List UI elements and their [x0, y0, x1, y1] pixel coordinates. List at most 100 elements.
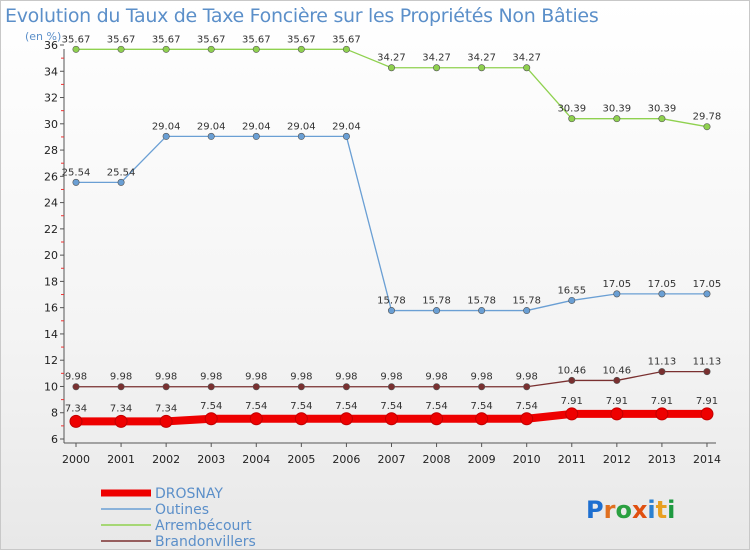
- data-label: 34.27: [512, 53, 541, 64]
- data-point: [204, 412, 218, 426]
- data-label: 35.67: [107, 34, 136, 45]
- data-point: [523, 64, 531, 72]
- legend-label-brandonvillers: Brandonvillers: [155, 534, 256, 549]
- data-point: [387, 307, 395, 315]
- data-point: [658, 368, 666, 376]
- data-label: 35.67: [242, 34, 271, 45]
- data-point: [433, 307, 441, 315]
- y-tick-label: 18: [44, 275, 58, 288]
- data-label: 9.98: [110, 372, 132, 383]
- x-tick-label: 2014: [693, 453, 721, 466]
- data-point: [387, 64, 395, 72]
- y-tick-label: 6: [51, 433, 58, 446]
- data-label: 35.67: [197, 34, 226, 45]
- data-point: [117, 383, 125, 391]
- y-tick-label: 28: [44, 144, 58, 157]
- data-label: 9.98: [380, 372, 402, 383]
- data-point: [249, 412, 263, 426]
- data-point: [568, 296, 576, 304]
- data-label: 7.91: [696, 396, 718, 407]
- data-point: [72, 45, 80, 53]
- legend-label-drosnay: DROSNAY: [155, 486, 223, 502]
- data-label: 15.78: [512, 296, 541, 307]
- data-label: 16.55: [557, 285, 586, 296]
- data-label: 9.98: [155, 372, 177, 383]
- data-point: [568, 376, 576, 384]
- data-point: [252, 45, 260, 53]
- data-label: 7.34: [65, 403, 87, 414]
- data-label: 35.67: [152, 34, 181, 45]
- data-point: [159, 414, 173, 428]
- data-point: [478, 307, 486, 315]
- data-point: [117, 45, 125, 53]
- y-tick-label: 36: [44, 39, 58, 52]
- data-label: 9.98: [516, 372, 538, 383]
- unit-label: (en %): [25, 30, 62, 43]
- data-label: 7.54: [380, 401, 402, 412]
- data-label: 35.67: [62, 34, 91, 45]
- data-point: [475, 412, 489, 426]
- data-point: [433, 64, 441, 72]
- x-tick-label: 2013: [648, 453, 676, 466]
- data-point: [162, 132, 170, 140]
- data-label: 34.27: [467, 53, 496, 64]
- data-label: 30.39: [557, 104, 586, 115]
- x-tick-label: 2001: [107, 453, 135, 466]
- data-label: 7.54: [200, 401, 222, 412]
- data-point: [342, 45, 350, 53]
- data-label: 29.04: [287, 121, 316, 132]
- data-point: [658, 290, 666, 298]
- data-label: 7.54: [516, 401, 538, 412]
- series-drosnay: 7.34 7.34 7.34 7.54 7.54 7.54 7.54 7.54 7.54 7.54…: [65, 396, 718, 428]
- y-tick-label: 8: [51, 407, 58, 420]
- data-label: 7.91: [561, 396, 583, 407]
- data-label: 17.05: [648, 279, 677, 290]
- data-label: 15.78: [467, 296, 496, 307]
- y-tick-label: 30: [44, 118, 58, 131]
- data-point: [342, 132, 350, 140]
- data-point: [655, 407, 669, 421]
- data-label: 7.54: [245, 401, 267, 412]
- data-label: 9.98: [335, 372, 357, 383]
- data-point: [658, 115, 666, 123]
- data-point: [703, 368, 711, 376]
- y-tick-label: 12: [44, 354, 58, 367]
- data-point: [252, 132, 260, 140]
- data-point: [72, 383, 80, 391]
- x-tick-label: 2003: [197, 453, 225, 466]
- data-point: [117, 178, 125, 186]
- data-label: 9.98: [245, 372, 267, 383]
- data-label: 15.78: [377, 296, 406, 307]
- y-tick-label: 14: [44, 328, 58, 341]
- y-tick-label: 16: [44, 302, 58, 315]
- data-point: [568, 115, 576, 123]
- data-point: [252, 383, 260, 391]
- data-point: [430, 412, 444, 426]
- data-point: [339, 412, 353, 426]
- data-label: 17.05: [693, 279, 722, 290]
- data-point: [342, 383, 350, 391]
- data-label: 7.34: [155, 403, 177, 414]
- data-point: [523, 383, 531, 391]
- y-tick-label: 10: [44, 380, 58, 393]
- data-label: 15.78: [422, 296, 451, 307]
- proxiti-logo: Proxiti: [586, 496, 675, 524]
- data-point: [294, 412, 308, 426]
- data-label: 9.98: [290, 372, 312, 383]
- data-label: 30.39: [648, 104, 677, 115]
- series-layer: 35.67 35.67 35.67 35.67 35.67 35.67 35.67 34.27…: [62, 34, 722, 428]
- data-point: [297, 45, 305, 53]
- data-label: 35.67: [287, 34, 316, 45]
- data-point: [478, 64, 486, 72]
- data-point: [700, 407, 714, 421]
- data-point: [384, 412, 398, 426]
- y-tick-label: 24: [44, 197, 58, 210]
- data-point: [69, 414, 83, 428]
- series-outines: 25.54 25.54 29.04 29.04 29.04 29.04 29.04 15.78…: [62, 121, 722, 315]
- x-tick-label: 2009: [468, 453, 496, 466]
- data-label: 7.34: [110, 403, 132, 414]
- data-point: [114, 414, 128, 428]
- data-point: [610, 407, 624, 421]
